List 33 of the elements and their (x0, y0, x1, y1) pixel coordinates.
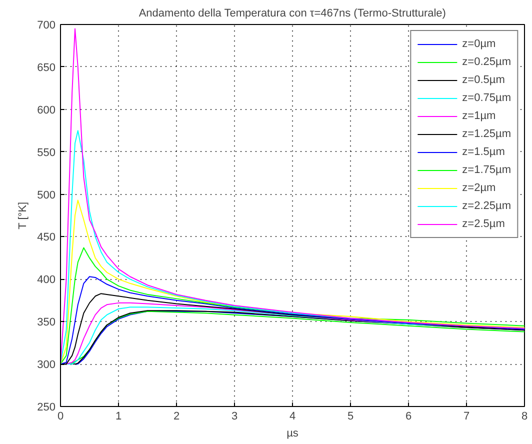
legend-label: z=0.75µm (462, 91, 511, 105)
legend-label: z=2.25µm (462, 199, 511, 213)
legend-label: z=0µm (462, 37, 496, 51)
y-tick-label: 400 (37, 274, 56, 286)
legend-label: z=1µm (462, 109, 496, 123)
y-tick-label: 450 (37, 232, 56, 244)
x-tick-label: 0 (57, 410, 64, 422)
legend-label: z=1.25µm (462, 127, 511, 141)
y-tick-label: 250 (37, 402, 56, 414)
legend-label: z=0.25µm (462, 55, 511, 69)
x-tick-label: 7 (463, 410, 470, 422)
x-axis-title: µs (286, 428, 299, 440)
y-tick-label: 350 (37, 316, 56, 329)
x-tick-label: 1 (115, 410, 122, 422)
x-tick-label: 6 (405, 410, 412, 422)
y-tick-label: 700 (37, 20, 56, 32)
x-tick-label: 2 (173, 410, 180, 422)
legend-label: z=1.5µm (462, 145, 505, 159)
y-tick-label: 500 (37, 189, 56, 202)
y-tick-label: 300 (37, 359, 56, 372)
chart-title: Andamento della Temperatura con τ=467ns (Termo-Strutturale) (138, 8, 446, 20)
y-axis-title: T [°K] (17, 202, 30, 230)
legend-label: z=2µm (462, 181, 496, 195)
legend-label: z=0.5µm (462, 73, 505, 87)
legend-label: z=2.5µm (462, 217, 505, 231)
x-tick-label: 5 (347, 410, 354, 422)
x-tick-label: 3 (231, 410, 238, 422)
y-tick-label: 650 (37, 62, 56, 74)
x-tick-label: 4 (289, 410, 296, 422)
x-tick-label: 8 (521, 410, 528, 422)
y-tick-label: 600 (37, 104, 56, 116)
legend-label: z=1.75µm (462, 163, 511, 177)
y-tick-label: 550 (37, 146, 56, 159)
